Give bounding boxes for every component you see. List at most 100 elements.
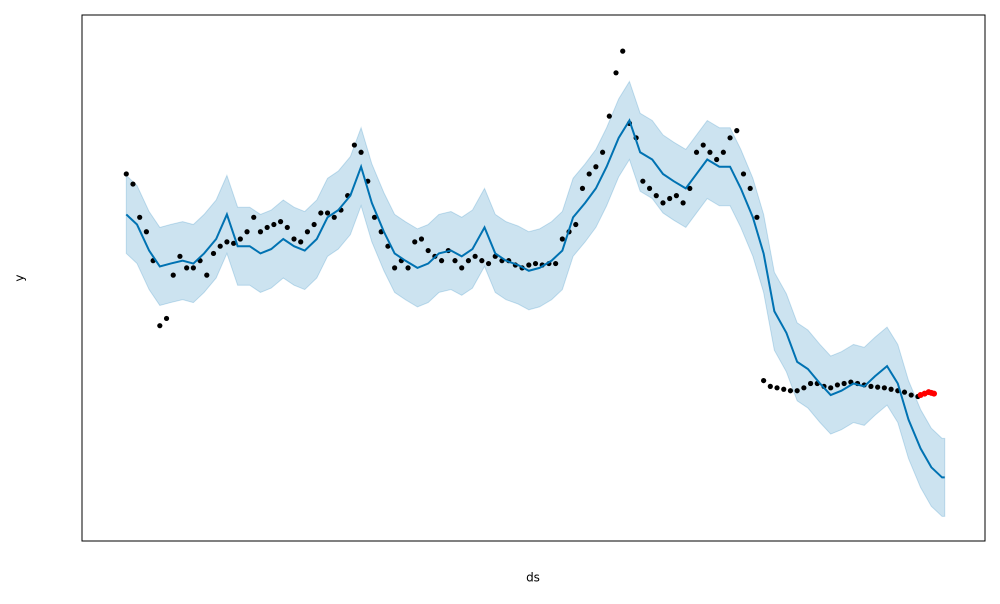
observed-point: [673, 193, 679, 199]
observed-point: [740, 171, 747, 177]
marks: [123, 48, 946, 517]
observed-point: [767, 383, 773, 389]
observed-point: [720, 149, 726, 155]
observed-point: [734, 128, 740, 134]
observed-point: [640, 178, 646, 184]
observed-point: [526, 262, 532, 268]
observed-point: [324, 210, 331, 216]
observed-point: [311, 221, 317, 228]
observed-point: [727, 135, 733, 141]
observed-point: [667, 195, 673, 202]
observed-point: [754, 214, 760, 220]
observed-point: [371, 214, 378, 220]
observed-point: [620, 48, 626, 54]
observed-point: [714, 156, 720, 163]
observed-point: [318, 210, 324, 216]
observed-point: [351, 142, 357, 148]
observed-point: [143, 229, 150, 235]
observed-point: [707, 149, 713, 155]
observed-point: [747, 185, 753, 192]
observed-point: [157, 323, 163, 329]
observed-point: [646, 185, 653, 192]
observed-point: [459, 265, 465, 271]
observed-point: [190, 265, 196, 271]
observed-point: [438, 258, 445, 264]
observed-point: [184, 265, 190, 271]
observed-point: [264, 224, 270, 231]
observed-point: [251, 214, 257, 220]
observed-point: [217, 243, 223, 249]
observed-point: [412, 239, 418, 245]
observed-point: [485, 260, 492, 267]
observed-point: [425, 247, 431, 254]
observed-point: [257, 229, 264, 235]
observed-point: [465, 258, 472, 264]
observed-point: [123, 171, 129, 177]
observed-point: [680, 200, 686, 206]
observed-point: [841, 380, 847, 387]
observed-point: [284, 224, 290, 231]
observed-point: [385, 243, 391, 249]
y-axis-label: y: [13, 274, 27, 281]
observed-point: [834, 382, 841, 388]
observed-point: [881, 385, 887, 391]
observed-point: [579, 185, 586, 192]
observed-point: [452, 258, 458, 264]
observed-point: [237, 236, 243, 242]
observed-point: [304, 229, 311, 235]
observed-point: [130, 181, 136, 187]
observed-point: [687, 185, 693, 192]
observed-point: [801, 385, 807, 391]
observed-point: [472, 253, 478, 259]
observed-point: [613, 70, 619, 76]
observed-point: [418, 236, 425, 242]
observed-point: [331, 214, 337, 220]
observed-point: [170, 272, 176, 278]
observed-point: [405, 265, 411, 271]
observed-point: [600, 149, 606, 155]
observed-point: [358, 149, 364, 155]
observed-point: [828, 385, 834, 391]
observed-point: [479, 258, 485, 264]
observed-point: [593, 164, 599, 170]
observed-point: [807, 380, 814, 387]
observed-point: [231, 240, 237, 246]
observed-point: [210, 250, 217, 257]
observed-point: [298, 239, 304, 245]
observed-point: [137, 214, 143, 220]
observed-point: [392, 265, 398, 271]
observed-point: [787, 388, 794, 394]
observed-point: [774, 385, 780, 391]
observed-point: [586, 171, 592, 177]
observed-point: [781, 386, 787, 392]
uncertainty-band: [125, 80, 946, 517]
observed-point: [868, 383, 874, 389]
observed-point: [908, 392, 914, 398]
observed-point: [553, 260, 559, 267]
observed-point: [901, 389, 908, 395]
observed-point: [794, 388, 800, 394]
observed-point: [573, 221, 579, 228]
observed-point: [559, 236, 565, 242]
x-axis-label: ds: [526, 571, 540, 585]
observed-point: [291, 236, 297, 242]
observed-point: [532, 260, 539, 267]
observed-point: [204, 272, 210, 278]
forecast-line: [125, 118, 945, 479]
observed-point: [277, 219, 284, 225]
observed-point: [224, 239, 230, 245]
observed-point: [244, 229, 250, 235]
observed-point: [177, 253, 183, 259]
recent-point: [931, 390, 938, 397]
observed-point: [606, 113, 612, 119]
observed-point: [700, 142, 706, 148]
observed-point: [761, 377, 767, 384]
observed-point: [693, 149, 700, 155]
observed-point: [875, 384, 881, 390]
observed-point: [888, 386, 894, 392]
plot-frame: [81, 14, 986, 542]
observed-point: [163, 315, 170, 322]
observed-point: [660, 200, 666, 206]
